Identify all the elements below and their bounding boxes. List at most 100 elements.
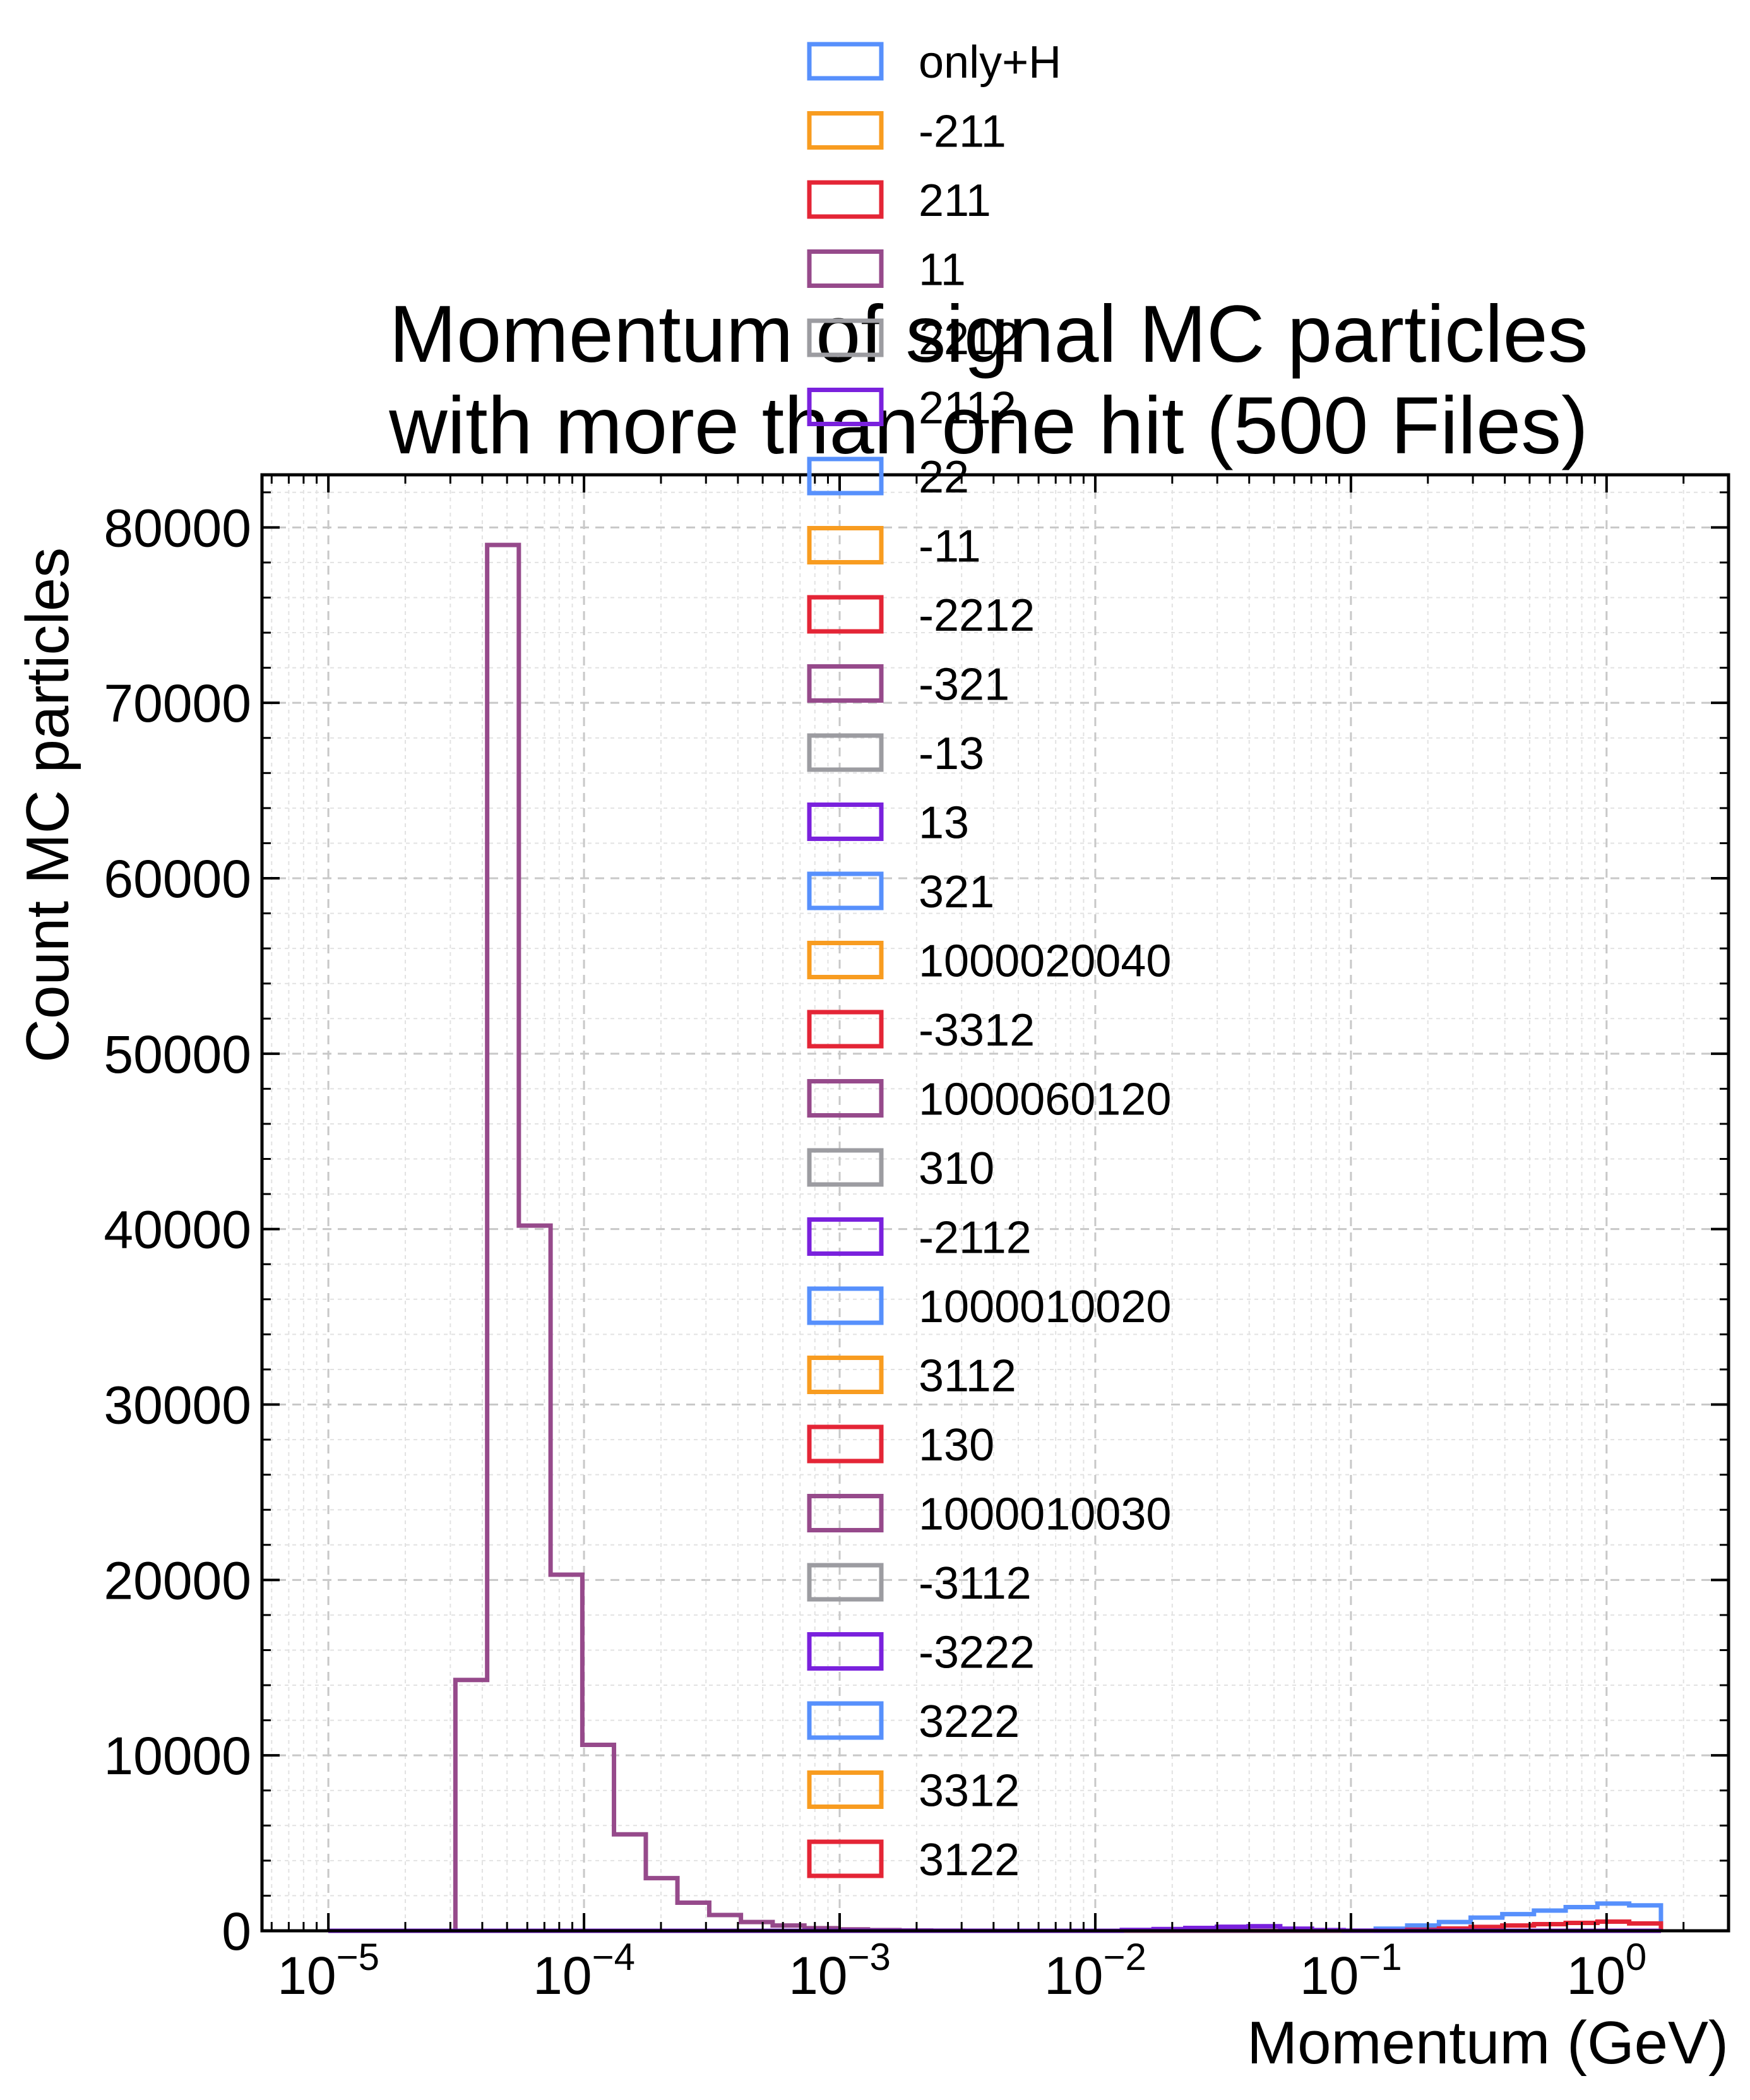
legend-item: 211 [807, 176, 991, 226]
legend-label: -211 [919, 107, 1006, 157]
legend-swatch [807, 1770, 884, 1809]
legend-label: -321 [919, 660, 1009, 710]
legend-label: -11 [919, 522, 981, 572]
legend-swatch [807, 941, 884, 979]
legend-item: -3312 [807, 1005, 1035, 1056]
y-tick-label: 40000 [104, 1200, 251, 1260]
legend-label: 321 [919, 867, 994, 917]
legend-swatch [807, 871, 884, 910]
legend-label: 2112 [919, 383, 1016, 434]
legend-swatch [807, 526, 884, 564]
y-tick-label: 50000 [104, 1025, 251, 1084]
legend-item: only+H [807, 37, 1061, 88]
legend-item: 11 [807, 245, 966, 295]
legend-swatch [807, 1148, 884, 1187]
axis-ticks: 10−5 10−4 10−3 10−2 10−1 10001000020000300004… [104, 475, 1730, 2005]
x-tick-label: 10−4 [533, 1936, 635, 2005]
legend-label: -2112 [919, 1213, 1032, 1263]
legend-item: 3222 [807, 1697, 1020, 1747]
legend-item: 1000060120 [807, 1075, 1171, 1125]
legend-item: 13 [807, 798, 969, 849]
legend-item: 3122 [807, 1835, 1020, 1885]
legend-swatch [807, 249, 884, 288]
legend-label: 3112 [919, 1351, 1016, 1402]
legend-swatch [807, 664, 884, 703]
legend-item: -11 [807, 522, 981, 572]
legend-label: 3222 [919, 1697, 1020, 1747]
legend-swatch [807, 456, 884, 496]
legend-swatch [807, 1424, 884, 1464]
plot-frame [260, 473, 1730, 1933]
chart-title-line-1: Momentum of signal MC particles [389, 289, 1588, 379]
legend-swatch [807, 111, 884, 150]
legend-label: 310 [919, 1143, 994, 1194]
legend-item: 3312 [807, 1766, 1020, 1817]
y-tick-label: 80000 [104, 498, 251, 558]
legend-item: 2212 [807, 314, 1020, 364]
legend-swatch [807, 1839, 884, 1878]
legend-label: 211 [919, 176, 991, 226]
legend-label: -2212 [919, 590, 1035, 641]
legend: only+H -211 211 11 2212 2112 22 -11 -2212 -321 -13… [807, 37, 1171, 1885]
x-axis-label: Momentum (GeV) [1247, 2009, 1729, 2077]
chart-title-line-2: with more than one hit (500 Files) [388, 381, 1588, 471]
legend-swatch [807, 733, 884, 772]
legend-swatch [807, 180, 884, 219]
legend-item: 310 [807, 1143, 994, 1194]
legend-swatch [807, 318, 884, 357]
legend-swatch [807, 1286, 884, 1325]
legend-label: 13 [919, 798, 969, 849]
legend-label: -3112 [919, 1558, 1032, 1609]
legend-label: 11 [919, 245, 966, 295]
legend-item: 1000020040 [807, 936, 1171, 987]
legend-item: -2212 [807, 590, 1035, 641]
y-tick-label: 0 [222, 1902, 251, 1961]
legend-item: 1000010020 [807, 1282, 1171, 1332]
legend-item: 2112 [807, 383, 1016, 434]
y-axis-label: Count MC particles [14, 547, 81, 1063]
y-tick-label: 10000 [104, 1726, 251, 1786]
legend-swatch [807, 1356, 884, 1394]
legend-swatch [807, 388, 884, 426]
legend-swatch [807, 1217, 884, 1256]
legend-label: 130 [919, 1420, 994, 1471]
legend-swatch [807, 802, 884, 841]
legend-label: 1000010020 [919, 1282, 1171, 1332]
legend-swatch [807, 1010, 884, 1049]
legend-swatch [807, 595, 884, 634]
legend-label: 1000020040 [919, 936, 1171, 987]
legend-item: -321 [807, 660, 1009, 710]
legend-swatch [807, 1632, 884, 1671]
legend-swatch [807, 42, 884, 81]
legend-item: 321 [807, 867, 994, 917]
legend-label: 1000010030 [919, 1489, 1171, 1540]
legend-label: only+H [919, 37, 1061, 88]
legend-item: -13 [807, 729, 984, 779]
legend-item: 130 [807, 1420, 994, 1471]
legend-swatch [807, 1079, 884, 1118]
legend-label: 1000060120 [919, 1075, 1171, 1125]
legend-swatch [807, 1701, 884, 1740]
legend-swatch [807, 1494, 884, 1532]
y-tick-label: 60000 [104, 849, 251, 909]
legend-label: -3222 [919, 1628, 1035, 1678]
legend-label: 22 [919, 452, 969, 503]
legend-swatch [807, 1563, 884, 1602]
legend-item: -2112 [807, 1213, 1032, 1263]
legend-item: 22 [807, 452, 969, 503]
legend-item: -3112 [807, 1558, 1032, 1609]
legend-label: -3312 [919, 1005, 1035, 1056]
y-tick-label: 70000 [104, 674, 251, 733]
grid [262, 475, 1729, 1931]
y-tick-label: 30000 [104, 1376, 251, 1435]
legend-label: -13 [919, 729, 984, 779]
legend-item: -211 [807, 107, 1006, 157]
legend-item: 3112 [807, 1351, 1016, 1402]
legend-label: 3122 [919, 1835, 1020, 1885]
legend-label: 3312 [919, 1766, 1020, 1817]
legend-item: -3222 [807, 1628, 1035, 1678]
legend-item: 1000010030 [807, 1489, 1171, 1540]
legend-label: 2212 [919, 314, 1020, 364]
